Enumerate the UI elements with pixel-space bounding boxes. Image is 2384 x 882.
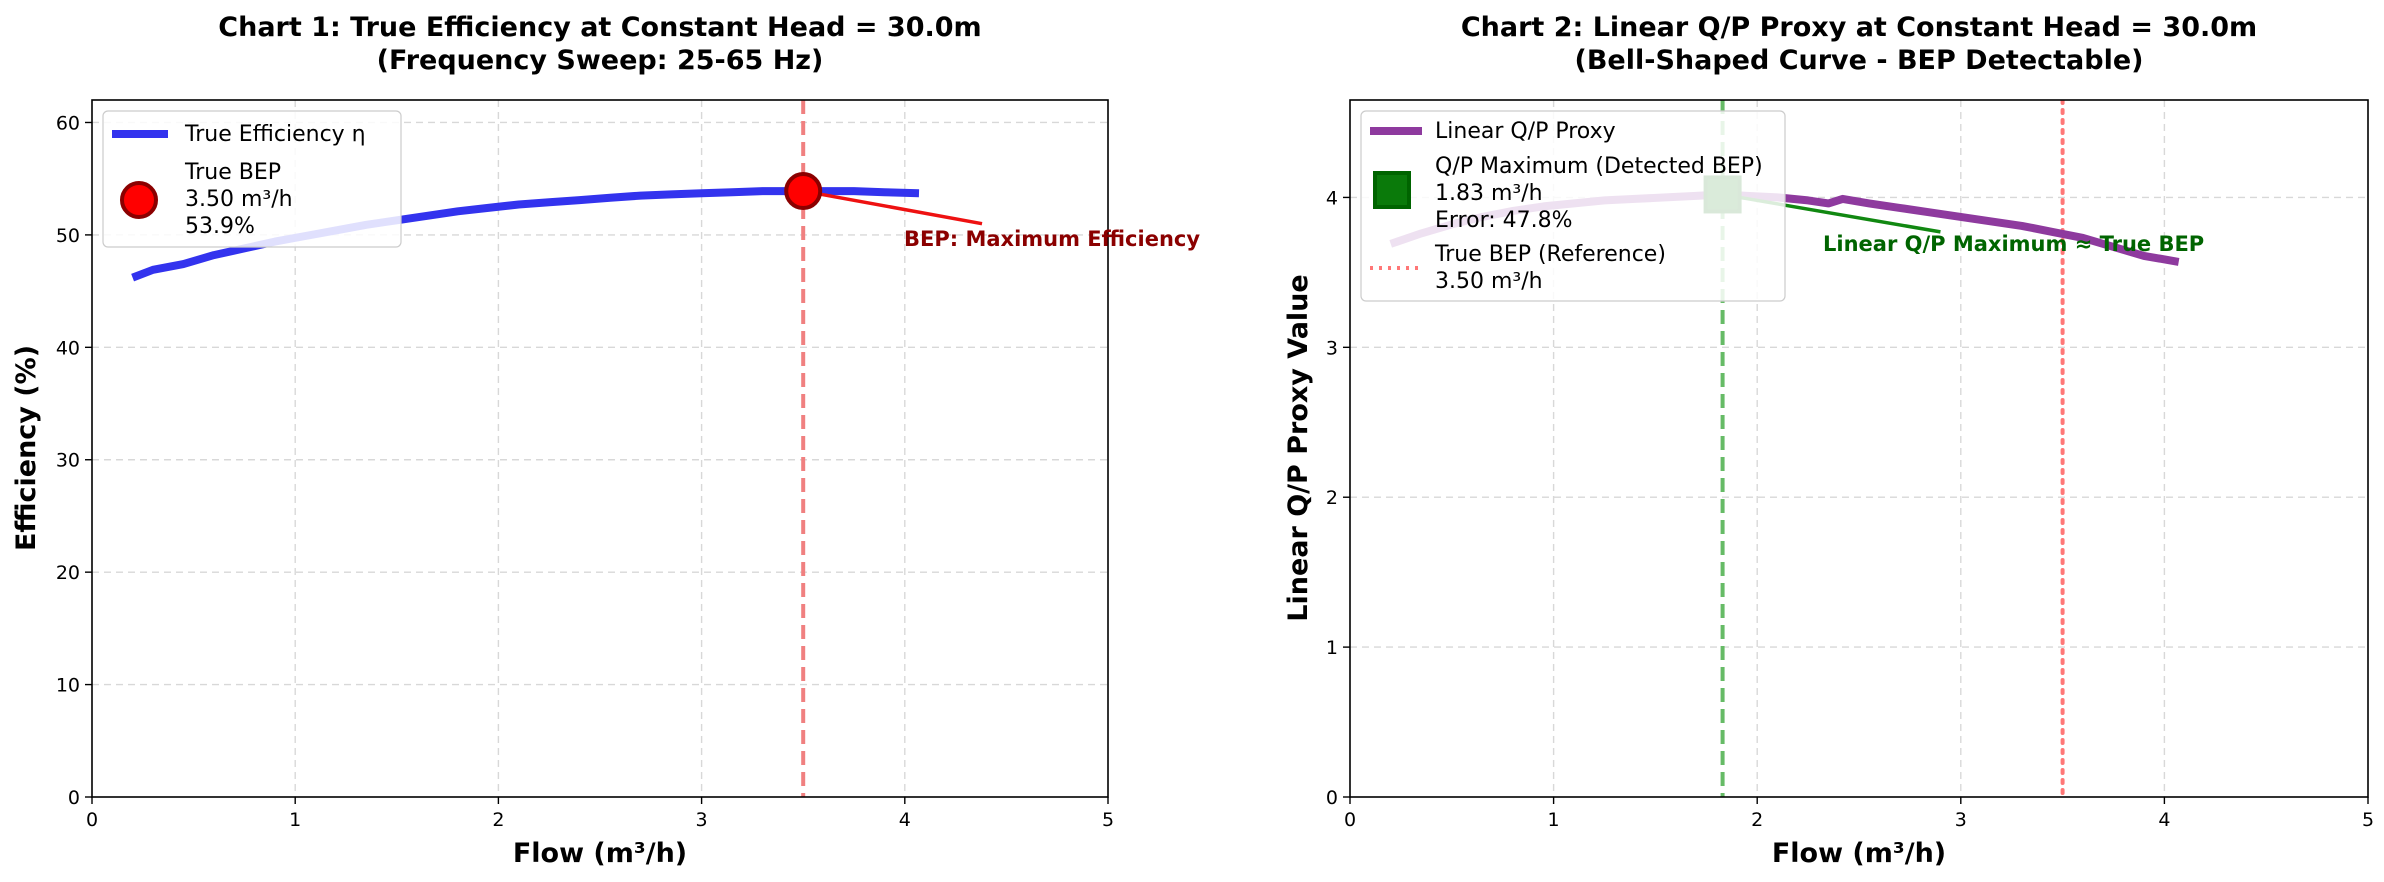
chart-2-ytick-label: 4 [1326, 187, 1338, 209]
chart-2-legend-trueline-x: 3.50 m³/h [1435, 269, 1543, 294]
chart-1-axes-frame [91, 99, 1109, 798]
chart-1-ytick-label: 20 [56, 562, 80, 584]
chart-2-xtick-label: 1 [1548, 809, 1560, 831]
chart-1-ytick-label: 30 [56, 450, 80, 472]
chart-1-ytick-label: 0 [68, 787, 80, 809]
chart-1-title-line1: Chart 1: True Efficiency at Constant Hea… [218, 12, 981, 43]
chart-1-xlabel: Flow (m³/h) [513, 838, 687, 869]
chart-2-legend: Linear Q/P Proxy Q/P Maximum (Detected B… [1360, 110, 1786, 302]
chart-2-xtick-label: 4 [2158, 809, 2170, 831]
chart-1-ytick-label: 60 [56, 112, 80, 134]
chart-2-ytick-label: 0 [1326, 787, 1338, 809]
chart-2-legend-box [1360, 110, 1786, 302]
chart-2-title-line1: Chart 2: Linear Q/P Proxy at Constant He… [1461, 12, 2257, 43]
chart-1-annotation-arrow [802, 189, 983, 226]
chart-2-ytick-label: 2 [1326, 487, 1338, 509]
chart-2-title-line2: (Bell-Shaped Curve - BEP Detectable) [1575, 45, 2144, 76]
chart-2-legend-series-label: Linear Q/P Proxy [1435, 119, 1616, 144]
chart-1-bep-marker [784, 172, 823, 211]
chart-1: Chart 1: True Efficiency at Constant Hea… [11, 12, 1200, 869]
chart-1-xtick-label: 2 [492, 809, 504, 831]
chart-2-legend-trueline-label: True BEP (Reference) [1434, 242, 1666, 267]
chart-2-legend-marker-x: 1.83 m³/h [1435, 181, 1543, 206]
chart-1-ytick-label: 50 [56, 225, 80, 247]
chart-2: Chart 2: Linear Q/P Proxy at Constant He… [1283, 12, 2374, 869]
chart-1-legend-series-label: True Efficiency η [184, 122, 366, 147]
chart-1-title-line2: (Frequency Sweep: 25-65 Hz) [377, 45, 824, 76]
chart-2-legend-marker-swatch [1373, 171, 1411, 209]
chart-2-ytick-label: 3 [1326, 337, 1338, 359]
chart-1-legend-marker-y: 53.9% [185, 214, 255, 239]
chart-1-legend-marker-label: True BEP [184, 160, 281, 185]
chart-1-xtick-label: 3 [696, 809, 708, 831]
chart-2-ylabel: Linear Q/P Proxy Value [1283, 274, 1314, 621]
chart-1-ylabel: Efficiency (%) [11, 345, 42, 551]
chart-2-axes-frame [1349, 99, 2369, 798]
chart-1-xtick-label: 1 [289, 809, 301, 831]
chart-1-ytick-label: 40 [56, 337, 80, 359]
chart-2-annotation-text: Linear Q/P Maximum ≈ True BEP [1823, 232, 2204, 256]
chart-2-xtick-label: 0 [1344, 809, 1356, 831]
chart-1-ytick-label: 10 [56, 675, 80, 697]
chart-1-grid [92, 100, 1108, 797]
chart-2-xtick-label: 3 [1955, 809, 1967, 831]
chart-2-legend-marker-err: Error: 47.8% [1435, 208, 1573, 233]
chart-1-annotation-text: BEP: Maximum Efficiency [904, 227, 1200, 251]
chart-1-xtick-label: 5 [1102, 809, 1114, 831]
chart-2-legend-marker-label: Q/P Maximum (Detected BEP) [1435, 154, 1763, 179]
chart-1-legend-marker-x: 3.50 m³/h [185, 187, 293, 212]
chart-1-xtick-label: 4 [899, 809, 911, 831]
chart-1-legend-box [102, 110, 402, 248]
chart-1-legend-marker-swatch [120, 181, 158, 219]
chart-2-xlabel: Flow (m³/h) [1772, 838, 1946, 869]
chart-1-legend: True Efficiency η True BEP 3.50 m³/h 53.… [102, 110, 402, 248]
chart-2-ytick-label: 1 [1326, 637, 1338, 659]
chart-1-xtick-label: 0 [86, 809, 98, 831]
chart-2-xtick-label: 5 [2362, 809, 2374, 831]
chart-2-xtick-label: 2 [1751, 809, 1763, 831]
chart-2-ticks: 0 1 2 3 4 5 0 1 2 3 4 [1326, 187, 2374, 831]
